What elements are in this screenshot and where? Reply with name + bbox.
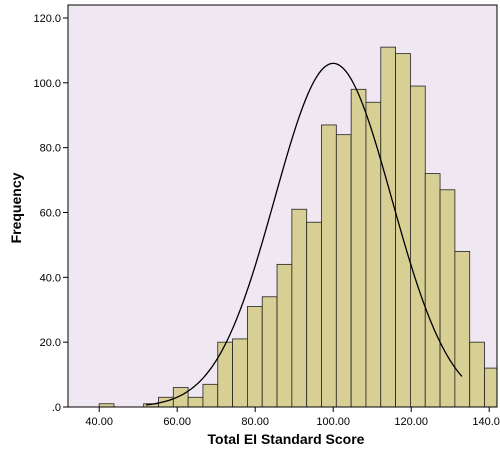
histogram-bar	[306, 221, 322, 408]
histogram-bar	[261, 296, 278, 408]
histogram-bar	[454, 250, 471, 408]
histogram-bar	[410, 85, 426, 408]
histogram-bar	[469, 341, 485, 408]
x-tick-label: 60.00	[163, 416, 191, 428]
y-tick-label: 60.0	[40, 207, 61, 219]
x-tick-label: 100.00	[316, 416, 350, 428]
histogram-bar	[395, 53, 411, 408]
x-axis-ticks: 40.00 60.00 80.00 100.00 120.00 140.00	[85, 407, 500, 428]
y-tick-label: 20.0	[40, 337, 61, 349]
x-tick-label: 120.00	[394, 416, 428, 428]
y-tick-label: 80.0	[40, 143, 61, 155]
histogram-bar	[246, 306, 263, 408]
histogram-bar	[187, 396, 204, 408]
normal-curve-layer	[145, 62, 463, 406]
axes	[67, 4, 498, 408]
y-axis-title: Frequency	[8, 172, 24, 243]
x-tick-label: 80.00	[241, 416, 269, 428]
normal-curve	[145, 62, 463, 406]
histogram-bar	[350, 88, 367, 408]
histogram-bar	[202, 383, 219, 408]
histogram-bar	[439, 189, 456, 408]
y-tick-label: .0	[52, 402, 61, 414]
x-tick-label: 40.00	[85, 416, 113, 428]
x-axis-title: Total EI Standard Score	[208, 431, 365, 447]
y-tick-label: 40.0	[40, 272, 61, 284]
histogram-bar	[335, 134, 352, 408]
histogram-bar	[232, 338, 248, 408]
histogram-bar	[484, 367, 498, 408]
x-tick-label: 140.00	[472, 416, 500, 428]
histogram-bar	[380, 46, 396, 408]
y-tick-label: 120.0	[33, 13, 61, 25]
y-tick-label: 100.0	[33, 78, 61, 90]
histogram-bars	[98, 46, 498, 408]
histogram-bar	[217, 341, 233, 408]
histogram-bar	[365, 101, 382, 408]
histogram-bar	[424, 173, 441, 408]
histogram-bar	[276, 263, 293, 408]
histogram-bar	[291, 208, 308, 408]
plot-frame	[67, 4, 498, 408]
histogram-bar	[321, 124, 337, 408]
y-axis-ticks: .0 20.0 40.0 60.0 80.0 100.0 120.0	[33, 13, 68, 414]
